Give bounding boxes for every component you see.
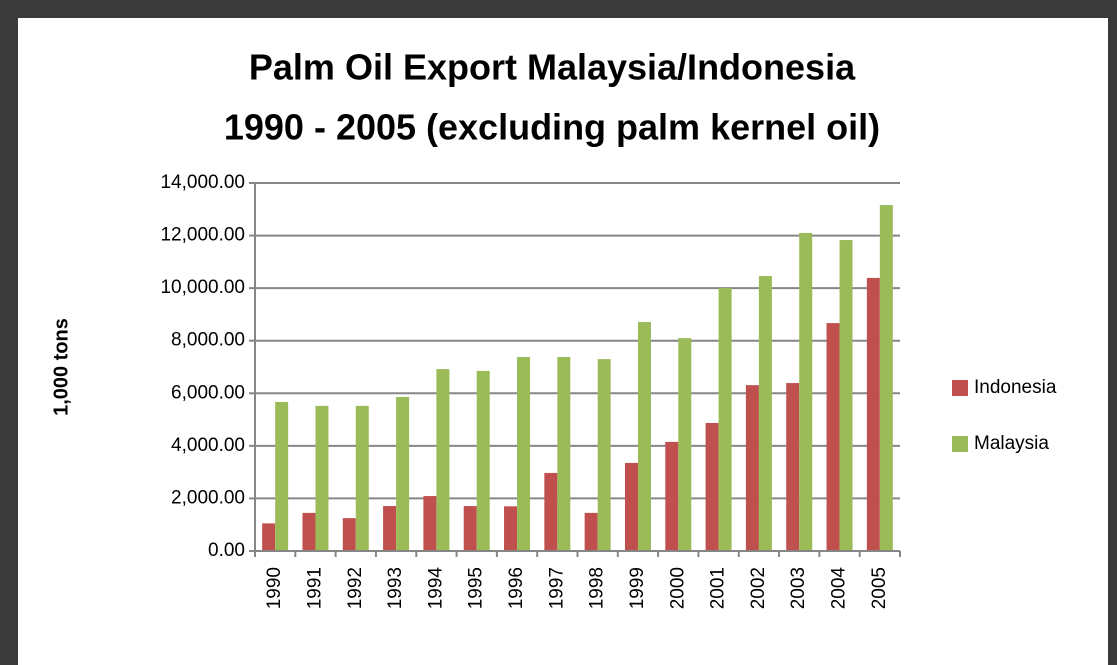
bar: [758, 276, 772, 551]
bar: [678, 338, 692, 551]
bar: [557, 357, 571, 551]
y-tick-label: 8,000.00: [171, 330, 245, 351]
bar: [342, 518, 356, 551]
bar: [517, 357, 531, 551]
x-tick-label: 1991: [304, 567, 325, 609]
chart-title: 1990 - 2005 (excluding palm kernel oil): [224, 107, 880, 148]
y-tick-label: 14,000.00: [160, 172, 245, 193]
bar: [423, 496, 437, 551]
bar: [718, 288, 732, 551]
x-tick-label: 2005: [869, 567, 890, 609]
x-tick-label: 1992: [345, 567, 366, 609]
bar: [383, 506, 397, 551]
y-tick-label: 4,000.00: [171, 435, 245, 456]
x-tick-label: 1998: [587, 567, 608, 609]
x-tick-label: 1994: [425, 567, 446, 610]
bar: [396, 396, 410, 551]
bar: [637, 322, 651, 551]
bar: [275, 401, 289, 551]
y-tick-label: 10,000.00: [160, 277, 245, 298]
legend-label: Indonesia: [974, 377, 1057, 398]
bar: [262, 523, 276, 551]
bar: [839, 240, 853, 552]
bar: [745, 385, 759, 551]
bar: [504, 506, 518, 551]
x-tick-label: 2003: [788, 567, 809, 609]
bar: [705, 422, 719, 551]
y-tick-label: 12,000.00: [160, 225, 245, 246]
bar: [879, 205, 893, 551]
bar: [799, 232, 813, 551]
bar: [584, 512, 598, 551]
x-tick-label: 1996: [506, 567, 527, 609]
legend-swatch: [952, 436, 968, 452]
legend-label: Malaysia: [974, 433, 1049, 454]
bar: [786, 383, 800, 551]
bar: [436, 369, 450, 551]
bar: [866, 277, 880, 551]
bar: [463, 506, 477, 551]
y-tick-label: 0.00: [208, 540, 245, 561]
y-tick-label: 2,000.00: [171, 487, 245, 508]
legend-swatch: [952, 380, 968, 396]
x-tick-label: 1995: [466, 567, 487, 609]
bar: [315, 405, 329, 551]
y-tick-label: 6,000.00: [171, 382, 245, 403]
bar: [597, 359, 611, 551]
x-tick-label: 1990: [264, 567, 285, 609]
x-tick-label: 1993: [385, 567, 406, 609]
x-tick-label: 2002: [748, 567, 769, 609]
y-axis-label: 1,000 tons: [50, 318, 72, 416]
bar: [544, 472, 558, 551]
x-tick-label: 2004: [829, 567, 850, 610]
bar: [826, 323, 840, 551]
x-tick-label: 2001: [708, 567, 729, 609]
bar: [624, 462, 638, 551]
bar: [665, 441, 679, 551]
chart-title: Palm Oil Export Malaysia/Indonesia: [249, 47, 856, 88]
bar: [476, 370, 490, 551]
bar: [355, 405, 369, 551]
x-tick-label: 2000: [667, 567, 688, 609]
x-tick-label: 1999: [627, 567, 648, 609]
bar: [302, 512, 316, 551]
x-tick-label: 1997: [546, 567, 567, 609]
